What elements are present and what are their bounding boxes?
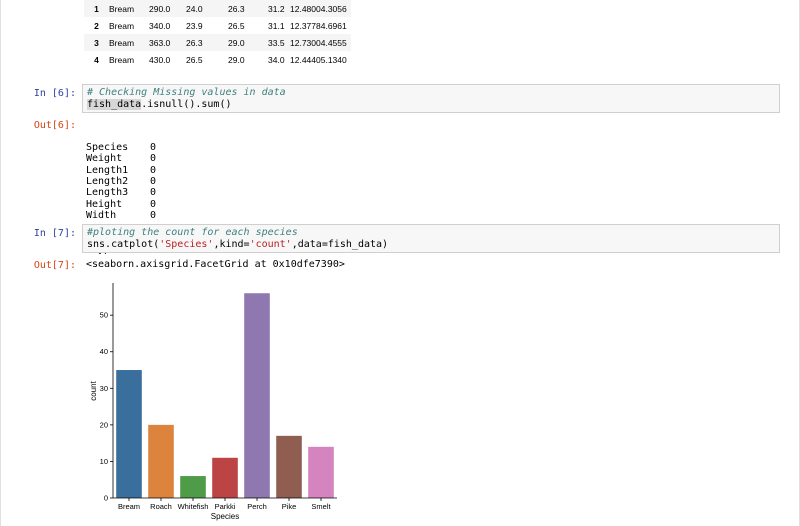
missing-count: 0 <box>150 198 157 210</box>
row-index: 3 <box>84 34 109 51</box>
missing-count-row: Length2 0 <box>86 176 158 187</box>
cell6-code-input[interactable]: # Checking Missing values in data fish_d… <box>82 84 780 113</box>
cell7-code-input[interactable]: #ploting the count for each species sns.… <box>82 224 780 253</box>
missing-count: 0 <box>150 141 157 153</box>
row-index: 1 <box>84 0 109 17</box>
bar-perch <box>244 293 270 498</box>
bar-whitefish <box>180 476 206 498</box>
table-cell: 430.0 <box>149 54 171 65</box>
cell7-code-a: sns.catplot( <box>87 238 160 250</box>
table-cell: 29.0 <box>228 34 268 51</box>
column-name: Height <box>86 198 123 210</box>
column-name: Length2 <box>86 176 129 188</box>
cell7-code-comment: #ploting the count for each species <box>87 227 298 238</box>
cell6-code-variable: fish_data <box>87 98 142 110</box>
table-cell: Bream <box>109 34 149 51</box>
bar-smelt <box>308 446 334 498</box>
table-cell: 5.1340 <box>320 54 347 65</box>
missing-count-row: Weight 0 <box>86 153 158 164</box>
cell6-in-prompt: In [6]: <box>33 88 76 99</box>
table-cell: 363.0 <box>149 34 186 51</box>
column-name: Species <box>86 141 129 153</box>
table-cell: 23.9 <box>186 20 203 31</box>
table-cell: 29.0 <box>228 54 245 65</box>
cell7-out-prompt: Out[7]: <box>33 260 76 271</box>
table-cell: 4.4555 <box>320 34 351 51</box>
bar-roach <box>148 424 174 498</box>
table-cell: 4.6961 <box>320 20 347 31</box>
table-cell: 26.5 <box>228 20 245 31</box>
missing-count-row: Length3 0 <box>86 187 158 198</box>
missing-count: 0 <box>150 210 157 222</box>
x-tick-label: Roach <box>150 502 172 511</box>
cell7-code-str1: 'Species' <box>159 238 214 250</box>
table-cell: 340.0 <box>149 20 171 31</box>
missing-count-row: Species 0 <box>86 142 158 153</box>
row-index: 2 <box>94 20 99 31</box>
table-row: 2 Bream 340.0 23.9 26.5 31.1 12.3778 4.6961 <box>84 17 351 34</box>
x-tick-label: Smelt <box>311 502 331 511</box>
table-cell: 33.5 <box>268 34 290 51</box>
cell7-code-c: ,data=fish_data) <box>291 238 389 250</box>
table-cell: 34.0 <box>268 54 285 65</box>
x-axis-label: Species <box>211 512 239 521</box>
table-cell: 26.3 <box>186 34 228 51</box>
bar-pike <box>276 435 302 498</box>
table-cell: Bream <box>109 0 149 17</box>
table-row: 4 Bream 430.0 26.5 29.0 34.0 12.4440 5.1340 <box>84 51 351 68</box>
dataframe-table: 1 Bream 290.0 24.0 26.3 31.2 12.4800 4.3056 2 Bre… <box>84 0 351 68</box>
y-tick-label: 50 <box>100 311 108 320</box>
missing-count-row: Width 0 <box>86 210 158 221</box>
column-name: Length1 <box>86 164 129 176</box>
table-cell: Bream <box>109 20 135 31</box>
y-axis-label: count <box>89 380 98 400</box>
bar-bream <box>116 370 142 498</box>
missing-count: 0 <box>150 164 157 176</box>
y-tick-label: 40 <box>100 347 108 356</box>
cell6-code-call: .isnull().sum() <box>141 98 232 110</box>
notebook-left-border <box>0 0 1 526</box>
table-cell: 12.4800 <box>290 0 321 17</box>
cell7-output: <seaborn.axisgrid.FacetGrid at 0x10dfe73… <box>86 259 345 270</box>
bar-parkki <box>212 457 238 498</box>
missing-count: 0 <box>150 187 157 199</box>
x-tick-label: Whitefish <box>178 502 209 511</box>
column-name: Width <box>86 210 117 222</box>
table-cell: 31.1 <box>268 20 285 31</box>
x-tick-label: Pike <box>282 502 297 511</box>
missing-count-row: Length1 0 <box>86 165 158 176</box>
missing-count: 0 <box>150 153 157 165</box>
table-row: 3 Bream 363.0 26.3 29.0 33.5 12.7300 4.4555 <box>84 34 351 51</box>
y-tick-label: 0 <box>104 494 108 503</box>
y-tick-label: 20 <box>100 420 108 429</box>
y-tick-label: 10 <box>100 457 108 466</box>
y-tick-label: 30 <box>100 384 108 393</box>
table-cell: 12.4440 <box>290 54 321 65</box>
table-cell: 4.3056 <box>320 0 351 17</box>
cell7-in-prompt: In [7]: <box>33 228 76 239</box>
column-name: Weight <box>86 153 123 165</box>
cell7-code-b: ,kind= <box>213 238 250 250</box>
cell6-code-comment: # Checking Missing values in data <box>87 87 286 98</box>
missing-count: 0 <box>150 176 157 188</box>
x-tick-label: Parkki <box>215 502 236 511</box>
table-cell: Bream <box>109 54 135 65</box>
table-cell: 12.7300 <box>290 34 321 51</box>
cell6-out-prompt: Out[6]: <box>33 120 76 131</box>
table-cell: 26.5 <box>186 54 203 65</box>
table-cell: 31.2 <box>268 0 290 17</box>
column-name: Length3 <box>86 187 129 199</box>
missing-count-row: Height 0 <box>86 199 158 210</box>
x-tick-label: Perch <box>247 502 267 511</box>
table-cell: 26.3 <box>228 0 268 17</box>
table-cell: 290.0 <box>149 0 186 17</box>
table-cell: 12.3778 <box>290 20 321 31</box>
cell7-code-str2: 'count' <box>249 238 292 250</box>
row-index: 4 <box>94 54 99 65</box>
table-row: 1 Bream 290.0 24.0 26.3 31.2 12.4800 4.3056 <box>84 0 351 17</box>
x-tick-label: Bream <box>118 502 140 511</box>
table-cell: 24.0 <box>186 0 228 17</box>
